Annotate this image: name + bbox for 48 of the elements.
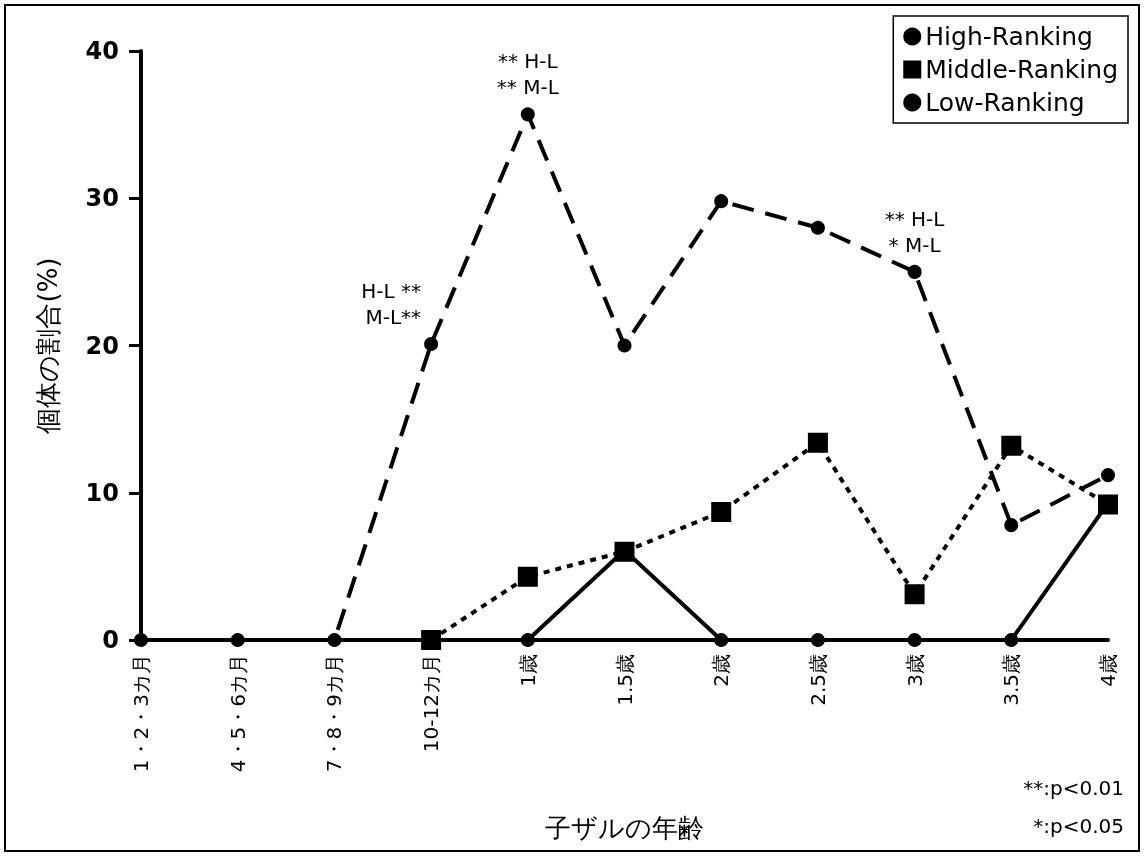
y-axis-title: 個体の割合(%): [33, 257, 63, 434]
point: [1101, 468, 1115, 483]
point: [424, 337, 439, 352]
point: [421, 630, 442, 650]
x-tick-label: 4歳: [1096, 654, 1120, 687]
y-tick-label: 0: [102, 626, 119, 654]
point: [1001, 435, 1022, 456]
x-tick-label: 10-12カ月: [419, 654, 444, 753]
text: *:p<0.05: [1033, 814, 1125, 838]
x-tick-label: 1歳: [515, 654, 540, 687]
point: [517, 566, 538, 587]
point: [327, 633, 342, 647]
point: [520, 633, 535, 647]
point: [907, 633, 922, 647]
x-tick-label: 1.5歳: [612, 654, 637, 706]
annotation: ** H-L ** M-L: [496, 49, 560, 100]
point: [907, 264, 922, 279]
x-tick-label: 3.5歳: [999, 654, 1024, 706]
x-tick-label: 4・5・6カ月: [225, 654, 250, 773]
point: [807, 432, 828, 453]
point: [134, 633, 148, 647]
point: [617, 338, 632, 353]
x-axis-title: 子ザルの年齢: [545, 813, 704, 843]
point: [810, 220, 825, 235]
y-tick-label: 10: [85, 478, 119, 507]
point: [904, 584, 925, 605]
x-tick-label: 2.5歳: [805, 654, 830, 706]
point: [1004, 518, 1019, 533]
text: **:p<0.01: [1023, 776, 1125, 800]
point: [714, 633, 729, 647]
point: [714, 194, 729, 209]
legend-label: Middle-Ranking: [925, 55, 1119, 84]
legend-label: High-Ranking: [925, 22, 1093, 51]
point: [810, 633, 825, 647]
legend-label: Low-Ranking: [925, 88, 1085, 117]
point: [230, 633, 245, 647]
x-tick-label: 3歳: [902, 654, 927, 687]
x-tick-label: 1・2・3カ月: [129, 654, 153, 773]
point: [711, 501, 732, 522]
x-tick-label: 7・8・9カ月: [322, 654, 347, 773]
point: [520, 107, 535, 122]
y-tick-label: 40: [85, 37, 119, 65]
y-tick-label: 30: [85, 184, 119, 213]
point: [1004, 633, 1019, 647]
annotation: ** H-L * M-L: [884, 206, 946, 257]
annotation: H-L ** M-L**: [361, 279, 422, 330]
x-tick-label: 2歳: [709, 654, 734, 687]
y-tick-label: 20: [85, 331, 119, 360]
